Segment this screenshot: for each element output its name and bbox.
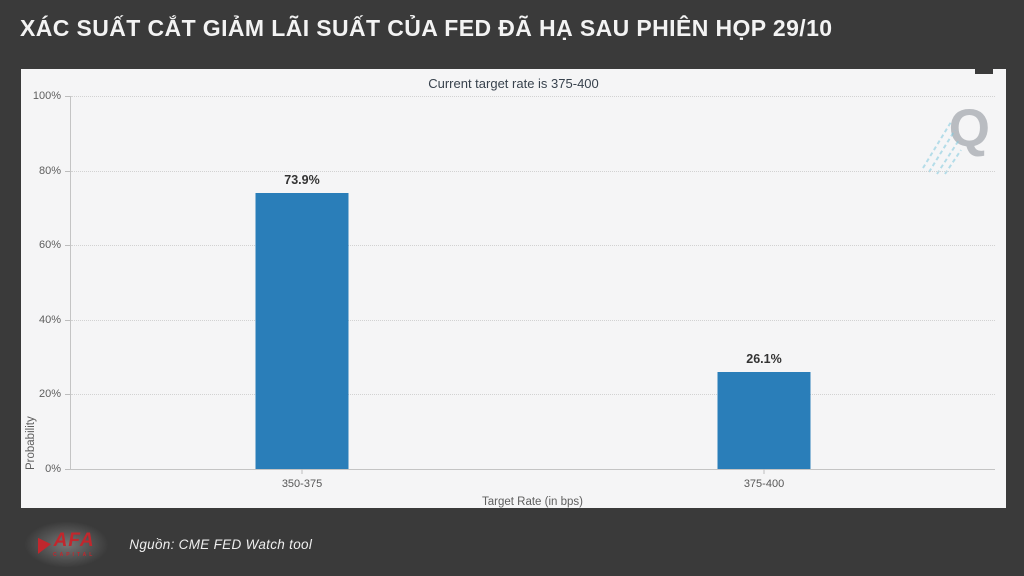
gridline xyxy=(71,96,995,97)
y-tick-mark xyxy=(65,170,70,172)
gridline xyxy=(71,245,995,247)
x-axis-title: Target Rate (in bps) xyxy=(482,496,583,508)
x-tick-mark xyxy=(763,469,765,474)
gridline xyxy=(71,394,995,396)
logo-subtext: CAPITAL xyxy=(53,552,96,558)
y-tick-label: 40% xyxy=(38,313,61,326)
y-tick-mark xyxy=(65,319,70,321)
x-category-label: 375-400 xyxy=(743,478,785,490)
chart-title: Current target rate is 375-400 xyxy=(428,76,599,91)
y-tick-label: 80% xyxy=(38,164,61,177)
chart-menu-notch[interactable] xyxy=(975,69,993,74)
logo-triangle-icon xyxy=(38,535,51,554)
footer: AFA CAPITAL Nguồn: CME FED Watch tool xyxy=(23,521,313,568)
y-tick-label: 100% xyxy=(32,90,61,102)
bar-value-label: 73.9% xyxy=(284,173,320,188)
y-tick-mark xyxy=(65,96,70,97)
y-tick-mark xyxy=(65,394,70,396)
logo-text: AFA xyxy=(53,530,95,551)
source-text: Nguồn: CME FED Watch tool xyxy=(129,537,313,552)
bar-value-label: 26.1% xyxy=(746,351,782,366)
y-tick-label: 20% xyxy=(38,388,61,401)
y-tick-label: 0% xyxy=(45,463,61,475)
y-tick-mark xyxy=(65,245,70,247)
x-category-label: 350-375 xyxy=(281,478,323,490)
y-tick-mark xyxy=(65,469,70,470)
bar-375-400[interactable] xyxy=(717,371,811,469)
q-watermark-icon: Q xyxy=(948,99,990,158)
afa-logo: AFA CAPITAL xyxy=(23,521,110,568)
streaks-icon xyxy=(921,121,962,175)
chart-panel: Current target rate is 375-400 Q Probabi… xyxy=(21,69,1006,508)
page-title: XÁC SUẤT CẮT GIẢM LÃI SUẤT CỦA FED ĐÃ HẠ… xyxy=(20,15,833,41)
bar-350-375[interactable] xyxy=(255,193,349,469)
y-axis-title: Probability xyxy=(25,416,37,470)
quikstrike-watermark: Q xyxy=(921,102,990,176)
gridline xyxy=(71,170,995,172)
x-tick-mark xyxy=(301,469,303,474)
y-tick-label: 60% xyxy=(38,239,61,252)
plot-area: 0% 20% 40% 60% 80% 100% 73.9% 350-375 26.1% 375-4… xyxy=(33,90,995,490)
gridline xyxy=(71,319,995,321)
